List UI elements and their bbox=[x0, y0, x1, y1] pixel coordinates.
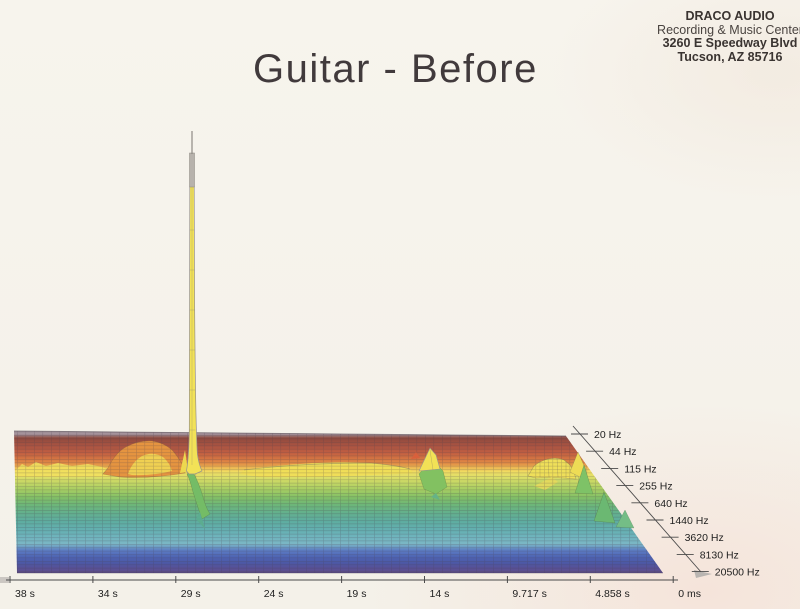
stamp-line-1: DRACO AUDIO bbox=[685, 9, 775, 23]
time-tick-label: 38 s bbox=[15, 588, 35, 600]
spike-29s-teal-tip bbox=[196, 512, 205, 529]
surface-mesh-overlay bbox=[14, 431, 663, 573]
peaks bbox=[180, 131, 635, 529]
peak-14s-orange-dot bbox=[411, 452, 420, 459]
spike-29s-gray-column bbox=[189, 152, 195, 188]
stamp-line-3: 3260 E Speedway Blvd bbox=[662, 36, 798, 50]
address-stamp: DRACO AUDIO Recording & Music Center 326… bbox=[644, 9, 800, 64]
time-tick-label: 29 s bbox=[181, 588, 201, 600]
surface-back-edge bbox=[13, 430, 567, 437]
stamp-line-2: Recording & Music Center bbox=[657, 22, 800, 37]
axes: 38 s 34 s 29 s 24 s 19 s 14 s 9.717 s 4.858 s 0 … bbox=[0, 425, 760, 600]
stamp-line-4: Tucson, AZ 85716 bbox=[677, 49, 783, 64]
time-tick-label: 9.717 s bbox=[512, 588, 546, 600]
freq-tick-label: 1440 Hz bbox=[670, 515, 709, 527]
peak-14s-teal-tip bbox=[431, 493, 440, 500]
freq-tick-label: 3620 Hz bbox=[685, 532, 724, 544]
time-axis-ticks: 38 s 34 s 29 s 24 s 19 s 14 s 9.717 s 4.858 s 0 … bbox=[9, 576, 701, 600]
freq-tick-label: 115 Hz bbox=[624, 463, 657, 475]
spike-29s-left-flank bbox=[180, 450, 188, 473]
time-tick-label: 0 ms bbox=[678, 588, 701, 600]
time-tick-label: 34 s bbox=[98, 588, 118, 600]
spike-29s-mesh-lines bbox=[189, 186, 196, 465]
surface bbox=[13, 430, 663, 574]
freq-tick-label: 255 Hz bbox=[639, 481, 672, 493]
front-cluster-green-peak-b bbox=[593, 491, 616, 524]
time-tick-label: 24 s bbox=[264, 588, 284, 600]
freq-axis-line bbox=[572, 425, 702, 573]
freq-tick-label: 640 Hz bbox=[654, 498, 687, 510]
peak-14s-fold-line bbox=[429, 449, 434, 471]
page-title: Guitar - Before bbox=[253, 47, 538, 91]
freq-tick-label: 20 Hz bbox=[594, 429, 621, 441]
freq-tick-label: 20500 Hz bbox=[715, 567, 760, 579]
freq-tick-label: 8130 Hz bbox=[700, 549, 739, 561]
freq-tick-label: 44 Hz bbox=[609, 446, 636, 458]
spike-29s-body bbox=[186, 185, 203, 475]
front-cluster-green-peak-a bbox=[574, 464, 594, 495]
freq-axis-ticks: 20 Hz 44 Hz 115 Hz 255 Hz 640 Hz 1440 Hz 3620 … bbox=[571, 429, 760, 579]
time-tick-label: 14 s bbox=[430, 588, 450, 600]
time-tick-label: 19 s bbox=[347, 588, 367, 600]
time-tick-label: 4.858 s bbox=[595, 588, 629, 600]
time-axis-terminator bbox=[0, 577, 9, 583]
front-cluster-green-peak-c bbox=[615, 509, 635, 529]
